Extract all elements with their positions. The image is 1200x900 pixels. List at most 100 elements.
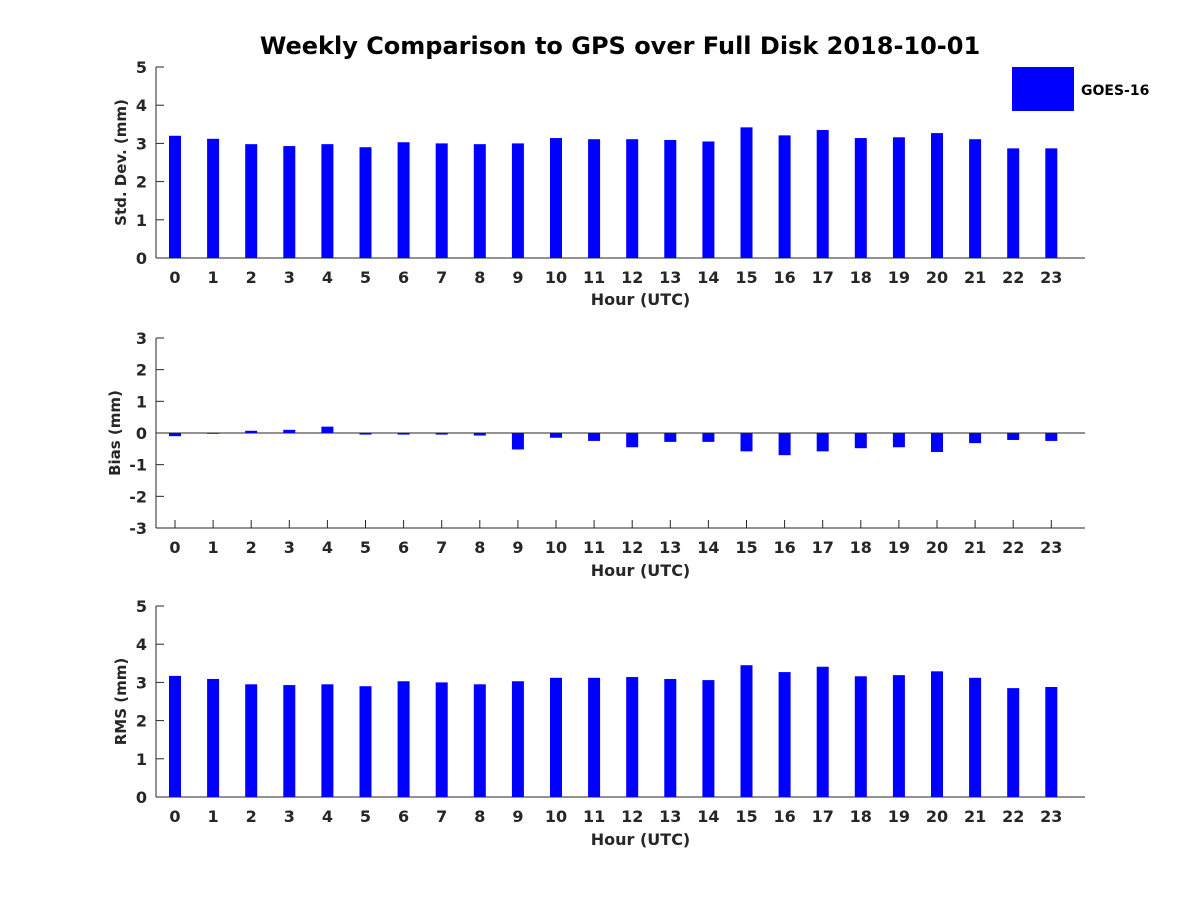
- std-dev-bar-hour-15: [740, 127, 753, 258]
- rms-bar-hour-22: [1007, 688, 1020, 797]
- rms-bar-hour-2: [245, 684, 258, 797]
- rms-bar-hour-11: [588, 677, 601, 797]
- bias-x-tick-label: 12: [621, 538, 643, 557]
- rms-bar-hour-19: [892, 675, 905, 797]
- rms-x-tick-label: 15: [735, 807, 757, 826]
- std-dev-x-tick-label: 0: [169, 268, 180, 287]
- rms-bar-hour-10: [550, 677, 562, 797]
- std-dev-x-tick-label: 16: [773, 268, 795, 287]
- bias-x-axis-label: Hour (UTC): [591, 561, 691, 580]
- std-dev-bar-hour-1: [207, 138, 220, 258]
- bias-x-tick-label: 11: [583, 538, 605, 557]
- bias-x-tick-label: 15: [735, 538, 757, 557]
- bias-x-tick-label: 19: [888, 538, 910, 557]
- std-dev-x-tick-label: 8: [474, 268, 485, 287]
- rms-x-tick-label: 1: [208, 807, 219, 826]
- std-dev-x-tick-label: 3: [284, 268, 295, 287]
- rms-bar-hour-14: [702, 680, 715, 797]
- bias-x-tick-label: 16: [773, 538, 795, 557]
- std-dev-bar-hour-6: [397, 142, 410, 258]
- bias-bar-hour-6: [397, 433, 410, 435]
- rms-bar-hour-20: [931, 671, 943, 797]
- rms-x-tick-label: 3: [284, 807, 295, 826]
- std-dev-y-tick-label: 4: [136, 96, 147, 115]
- std-dev-bar-hour-10: [550, 138, 562, 258]
- bias-x-tick-label: 9: [512, 538, 523, 557]
- std-dev-x-tick-label: 5: [360, 268, 371, 287]
- bias-x-tick-label: 10: [545, 538, 567, 557]
- rms-x-tick-label: 21: [964, 807, 986, 826]
- bias-bar-hour-23: [1045, 433, 1058, 441]
- std-dev-x-tick-label: 10: [545, 268, 567, 287]
- bias-x-tick-label: 23: [1040, 538, 1062, 557]
- std-dev-x-tick-label: 19: [888, 268, 910, 287]
- rms-x-tick-label: 17: [812, 807, 834, 826]
- std-dev-bar-hour-9: [511, 143, 524, 258]
- rms-x-tick-label: 4: [322, 807, 333, 826]
- bias-bar-hour-18: [854, 433, 867, 449]
- rms-bar-hour-3: [283, 685, 296, 797]
- bias-bar-hour-14: [702, 433, 715, 442]
- rms-y-axis-label: RMS (mm): [112, 658, 130, 745]
- chart-title: Weekly Comparison to GPS over Full Disk …: [260, 32, 980, 60]
- std-dev-x-tick-label: 21: [964, 268, 986, 287]
- rms-bar-hour-0: [169, 675, 181, 797]
- rms-x-tick-label: 10: [545, 807, 567, 826]
- rms-x-tick-label: 6: [398, 807, 409, 826]
- bias-x-tick-label: 21: [964, 538, 986, 557]
- bias-bar-hour-5: [359, 433, 372, 435]
- bias-y-tick-label: -1: [129, 456, 147, 475]
- bias-bar-hour-3: [283, 429, 296, 433]
- bias-x-tick-label: 8: [474, 538, 485, 557]
- bias-x-tick-label: 0: [169, 538, 180, 557]
- std-dev-bar-hour-14: [702, 141, 715, 258]
- rms-x-tick-label: 8: [474, 807, 485, 826]
- std-dev-y-tick-label: 0: [136, 249, 147, 268]
- std-dev-y-axis-label: Std. Dev. (mm): [112, 99, 130, 226]
- bias-bar-hour-20: [931, 433, 943, 452]
- rms-bar-hour-7: [435, 682, 448, 797]
- std-dev-x-tick-label: 20: [926, 268, 948, 287]
- bias-bar-hour-16: [778, 433, 791, 456]
- bias-x-tick-label: 14: [697, 538, 719, 557]
- std-dev-bar-hour-16: [778, 135, 791, 258]
- bias-x-tick-label: 4: [322, 538, 333, 557]
- rms-bar-hour-1: [207, 678, 220, 797]
- rms-y-tick-label: 1: [136, 750, 147, 769]
- rms-bar-hour-12: [626, 677, 639, 797]
- bias-x-tick-label: 20: [926, 538, 948, 557]
- bias-bar-hour-15: [740, 433, 753, 452]
- std-dev-bar-hour-7: [435, 143, 448, 258]
- std-dev-y-tick-label: 5: [136, 58, 147, 77]
- std-dev-x-tick-label: 7: [436, 268, 447, 287]
- legend-label: GOES-16: [1081, 83, 1149, 99]
- bias-bar-hour-12: [626, 433, 639, 448]
- rms-x-tick-label: 22: [1002, 807, 1024, 826]
- std-dev-x-tick-label: 15: [735, 268, 757, 287]
- bias-y-tick-label: 1: [136, 392, 147, 411]
- std-dev-x-tick-label: 9: [512, 268, 523, 287]
- bias-x-tick-label: 22: [1002, 538, 1024, 557]
- std-dev-bar-hour-3: [283, 146, 296, 258]
- rms-x-tick-label: 7: [436, 807, 447, 826]
- rms-x-axis-label: Hour (UTC): [591, 830, 691, 849]
- rms-x-tick-label: 11: [583, 807, 605, 826]
- rms-y-tick-label: 0: [136, 788, 147, 807]
- std-dev-x-tick-label: 4: [322, 268, 333, 287]
- std-dev-bar-hour-2: [245, 144, 258, 258]
- bias-bar-hour-1: [207, 433, 220, 434]
- std-dev-x-tick-label: 14: [697, 268, 719, 287]
- bias-x-tick-label: 1: [208, 538, 219, 557]
- bias-bar-hour-11: [588, 433, 601, 441]
- rms-y-tick-label: 5: [136, 597, 147, 616]
- bias-x-tick-label: 13: [659, 538, 681, 557]
- rms-y-tick-label: 2: [136, 712, 147, 731]
- rms-bar-hour-13: [664, 678, 677, 797]
- rms-bar-hour-18: [854, 676, 867, 797]
- bias-y-axis-label: Bias (mm): [106, 390, 124, 476]
- rms-x-tick-label: 14: [697, 807, 719, 826]
- std-dev-bar-hour-18: [854, 138, 867, 258]
- std-dev-x-tick-label: 17: [812, 268, 834, 287]
- std-dev-x-tick-label: 12: [621, 268, 643, 287]
